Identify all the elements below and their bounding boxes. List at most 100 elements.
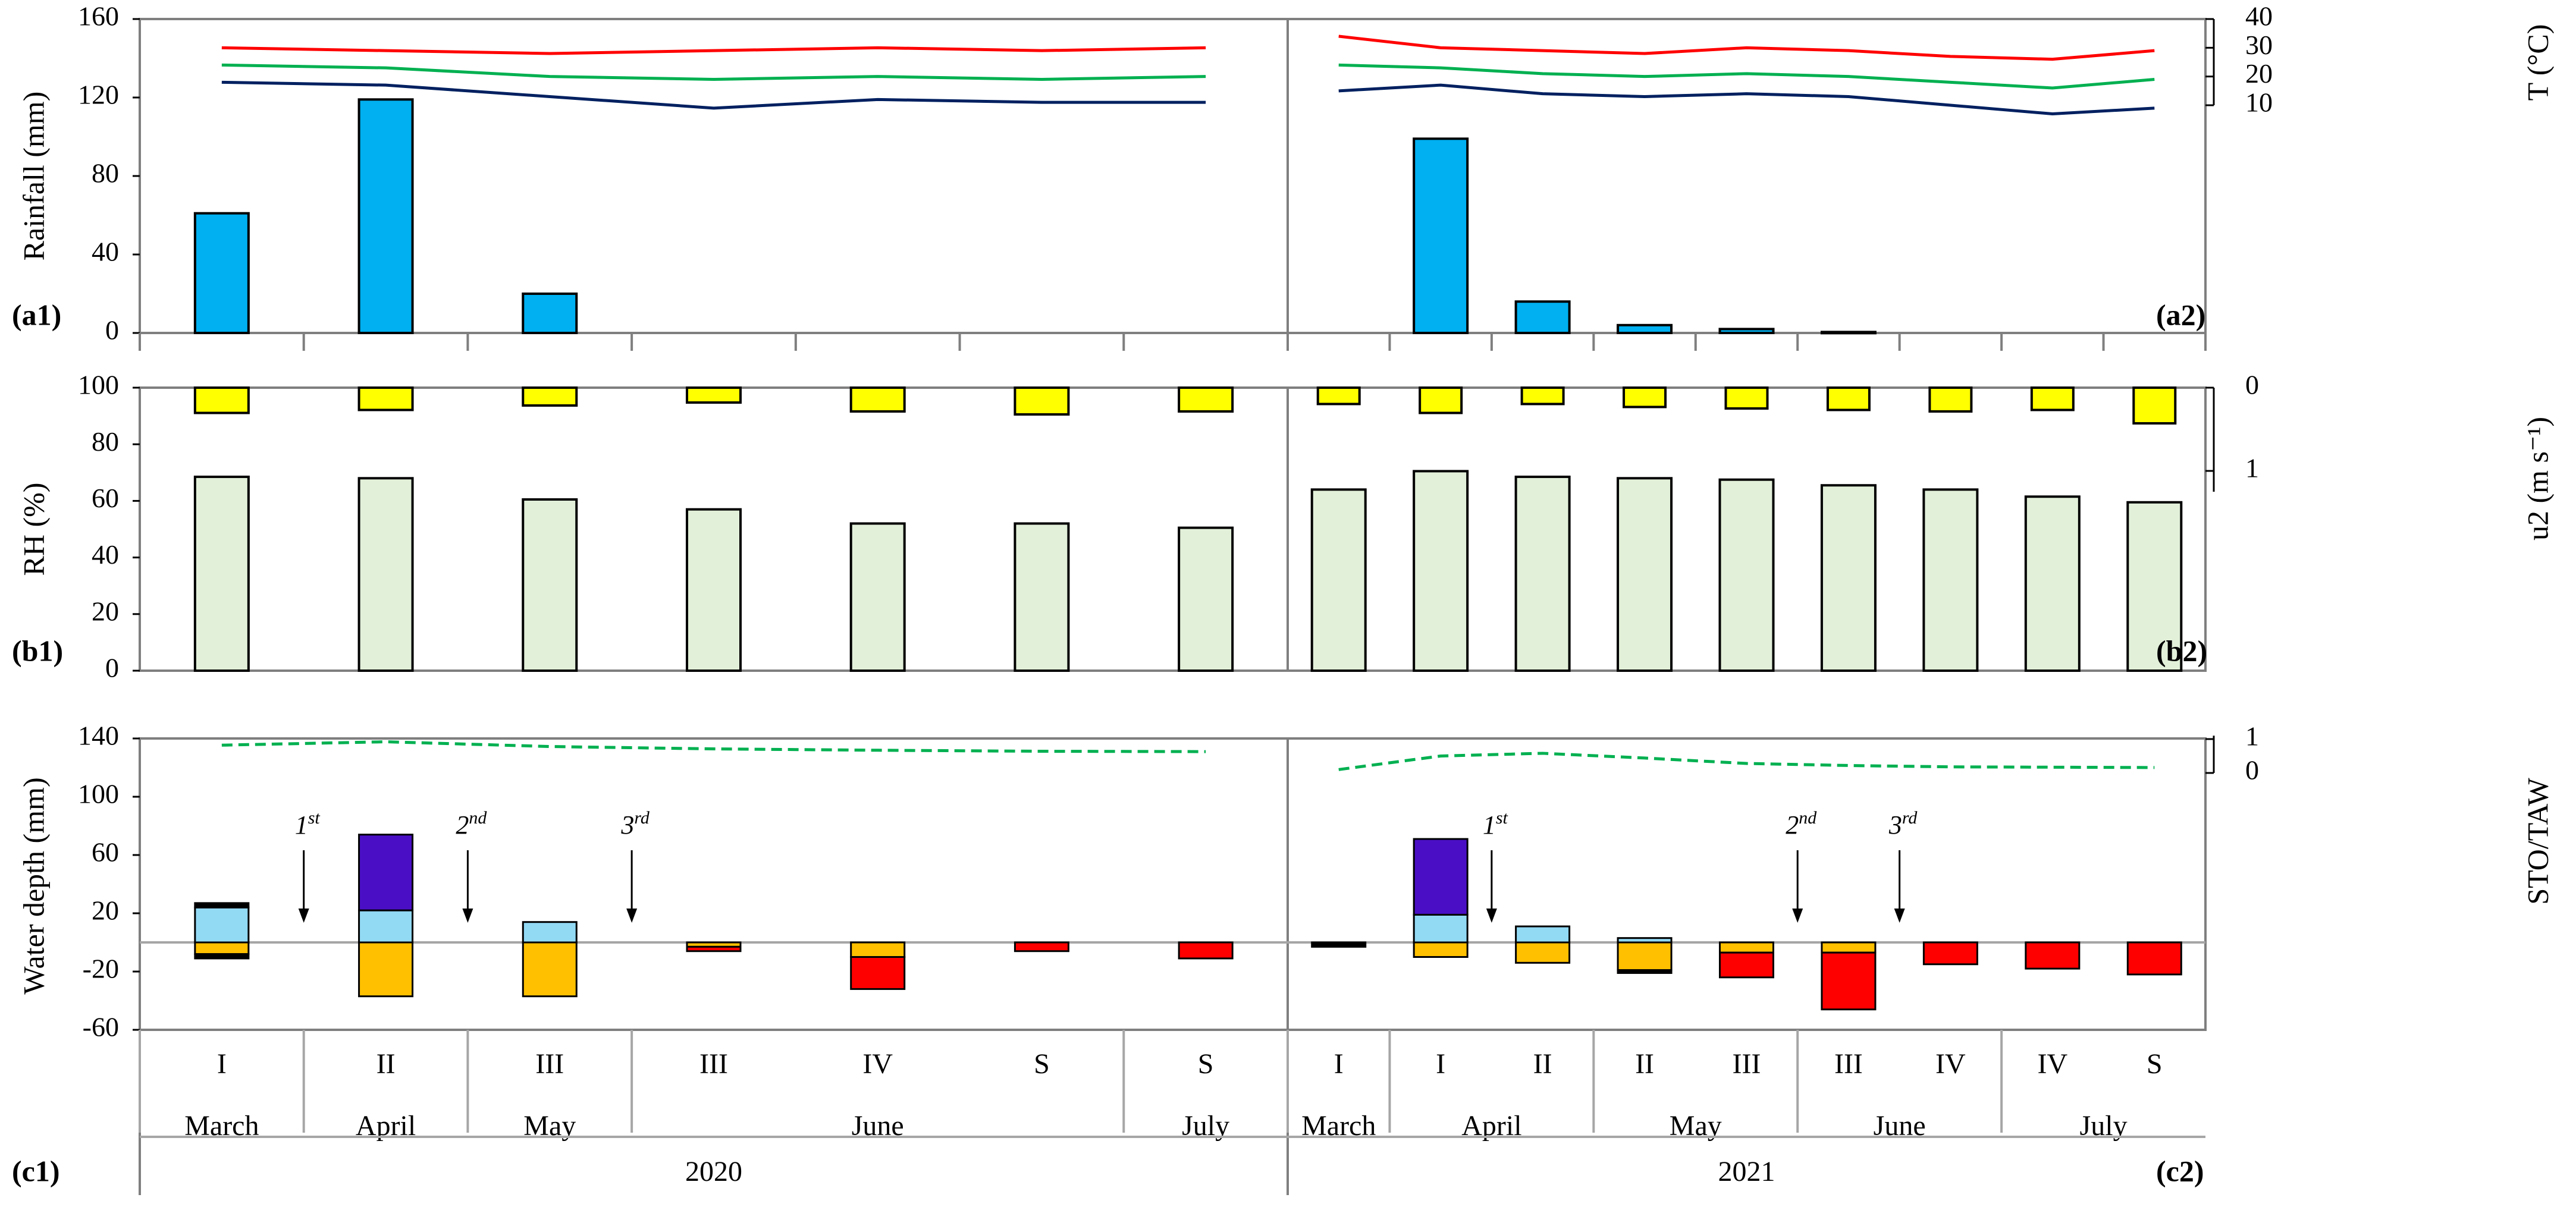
stage-label-2021: S xyxy=(2147,1048,2163,1080)
temperature-line-2021 xyxy=(1338,34,2155,61)
rh-bar-2021 xyxy=(1922,488,1979,672)
stage-label-2020: II xyxy=(376,1048,396,1080)
stage-label-2020: S xyxy=(1034,1048,1050,1080)
water-red-bar-2021 xyxy=(1922,941,1978,966)
irrigation-event-superscript: st xyxy=(1496,808,1508,828)
water-red-bar-2020 xyxy=(1178,941,1234,960)
temperature-line-2020 xyxy=(221,80,1206,110)
water-lightblue-bar-2020 xyxy=(522,921,578,944)
u2-bar-2021 xyxy=(1520,386,1565,406)
u2-bar-2021 xyxy=(2030,386,2075,411)
sto-taw-axis-title: STO/TAW xyxy=(2521,778,2554,905)
water-orange-bar-2021 xyxy=(1719,941,1774,954)
water-black-bar-2021 xyxy=(1617,969,1673,974)
rh-tick-label: 80 xyxy=(92,426,119,457)
rainfall-tick-label: 120 xyxy=(78,80,119,110)
panel-b-frame xyxy=(139,386,2207,672)
irrigation-event-superscript: nd xyxy=(1799,808,1817,828)
stage-label-2020: III xyxy=(535,1048,564,1080)
rh-bar-2021 xyxy=(1514,475,1571,672)
stage-label-2021: I xyxy=(1334,1048,1344,1080)
u2-tick-label: 1 xyxy=(2245,453,2259,483)
temperature-tick-label: 10 xyxy=(2245,87,2273,118)
rh-bar-2020 xyxy=(1178,526,1234,672)
water-depth-axis-title: Water depth (mm) xyxy=(17,777,50,994)
rh-bar-2020 xyxy=(193,475,250,672)
rainfall-bar-2021 xyxy=(1820,331,1877,335)
u2-bar-2021 xyxy=(1928,386,1973,413)
temperature-line-2020 xyxy=(221,46,1206,55)
water-orange-bar-2021 xyxy=(1821,941,1877,954)
u2-bar-2020 xyxy=(686,386,742,404)
stage-label-2021: III xyxy=(1834,1048,1863,1080)
water-red-bar-2021 xyxy=(1719,951,1774,979)
stage-label-2021: IV xyxy=(2038,1048,2068,1080)
rainfall-bar-2021 xyxy=(1617,323,1673,334)
rh-bar-2021 xyxy=(1820,484,1877,672)
rh-tick-label: 40 xyxy=(92,539,119,570)
stage-label-2020: S xyxy=(1198,1048,1214,1080)
rh-bar-2021 xyxy=(2024,495,2081,672)
water-black-bar-2020 xyxy=(194,953,250,960)
water-red-bar-2021 xyxy=(1821,951,1877,1011)
panel-label-a2: (a2) xyxy=(2156,298,2205,331)
u2-bar-2021 xyxy=(1316,386,1361,406)
stage-label-2021: IV xyxy=(1935,1048,1966,1080)
panel-label-a1: (a1) xyxy=(12,298,61,331)
water-purple-bar-2020 xyxy=(358,834,414,911)
water-red-bar-2020 xyxy=(686,945,742,953)
sto-taw-line-2021 xyxy=(1338,752,2155,771)
water-orange-bar-2020 xyxy=(358,941,414,998)
irrigation-arrow-head xyxy=(626,909,638,923)
water-lightblue-bar-2020 xyxy=(194,906,250,944)
irrigation-event-label: 3rd xyxy=(1888,808,1918,840)
water-lightblue-bar-2020 xyxy=(358,909,414,944)
rainfall-bar-2020 xyxy=(193,212,250,335)
irrigation-event-label: 3rd xyxy=(620,808,650,840)
temperature-tick-label: 40 xyxy=(2245,1,2273,32)
panel-label-c2: (c2) xyxy=(2156,1154,2204,1187)
water-black-bar-2021 xyxy=(1311,941,1367,948)
temperature-line-2021 xyxy=(1338,83,2155,116)
water-red-bar-2021 xyxy=(2025,941,2081,970)
irrigation-event-superscript: rd xyxy=(634,808,650,828)
panel-b-humidity-wind: 0 20 40 60 80 100 RH (%) 0 1 u2 (m s⁻¹) (b1) (b2) xyxy=(12,370,2554,683)
rainfall-bar-2021 xyxy=(1514,300,1571,335)
water-red-bar-2020 xyxy=(1014,941,1069,953)
irrigation-event-superscript: rd xyxy=(1902,808,1918,828)
rh-bar-2021 xyxy=(1617,477,1673,672)
u2-bar-2020 xyxy=(1014,386,1070,416)
rainfall-bar-2020 xyxy=(357,98,414,335)
sto-taw-tick-label: 0 xyxy=(2245,755,2259,785)
rh-tick-label: 100 xyxy=(78,370,119,400)
rainfall-bar-2021 xyxy=(1413,137,1469,335)
rainfall-bar-2020 xyxy=(522,293,578,334)
rainfall-tick-label: 40 xyxy=(92,237,119,267)
water-orange-bar-2021 xyxy=(1515,941,1571,964)
u2-bar-2020 xyxy=(193,386,250,414)
water-orange-bar-2020 xyxy=(522,941,578,998)
temperature-tick-label: 20 xyxy=(2245,58,2273,89)
water-orange-bar-2020 xyxy=(194,941,250,955)
u2-tick-label: 0 xyxy=(2245,370,2259,400)
panel-c-water-depth: -60 -20 20 60 100 140 Water depth (mm) 01 STO/TA… xyxy=(17,721,2554,1042)
water-depth-tick-label: 60 xyxy=(92,837,119,867)
rh-bar-2020 xyxy=(522,498,578,672)
rh-tick-label: 20 xyxy=(92,596,119,626)
u2-bar-2020 xyxy=(1178,386,1234,413)
temperature-line-2020 xyxy=(221,63,1206,81)
water-depth-tick-label: -20 xyxy=(83,954,119,984)
irrigation-arrow-head xyxy=(462,909,473,923)
panel-label-b1: (b1) xyxy=(12,634,63,667)
rainfall-tick-label: 160 xyxy=(78,1,119,32)
irrigation-arrow-head xyxy=(1894,909,1905,923)
rh-bar-2021 xyxy=(1413,470,1469,672)
irrigation-arrow-head xyxy=(298,909,309,923)
irrigation-event-superscript: st xyxy=(308,808,321,828)
u2-bar-2021 xyxy=(1419,386,1463,414)
irrigation-event-label: 1st xyxy=(1483,808,1508,840)
temperature-line-2021 xyxy=(1338,63,2155,90)
stage-label-2021: II xyxy=(1635,1048,1654,1080)
